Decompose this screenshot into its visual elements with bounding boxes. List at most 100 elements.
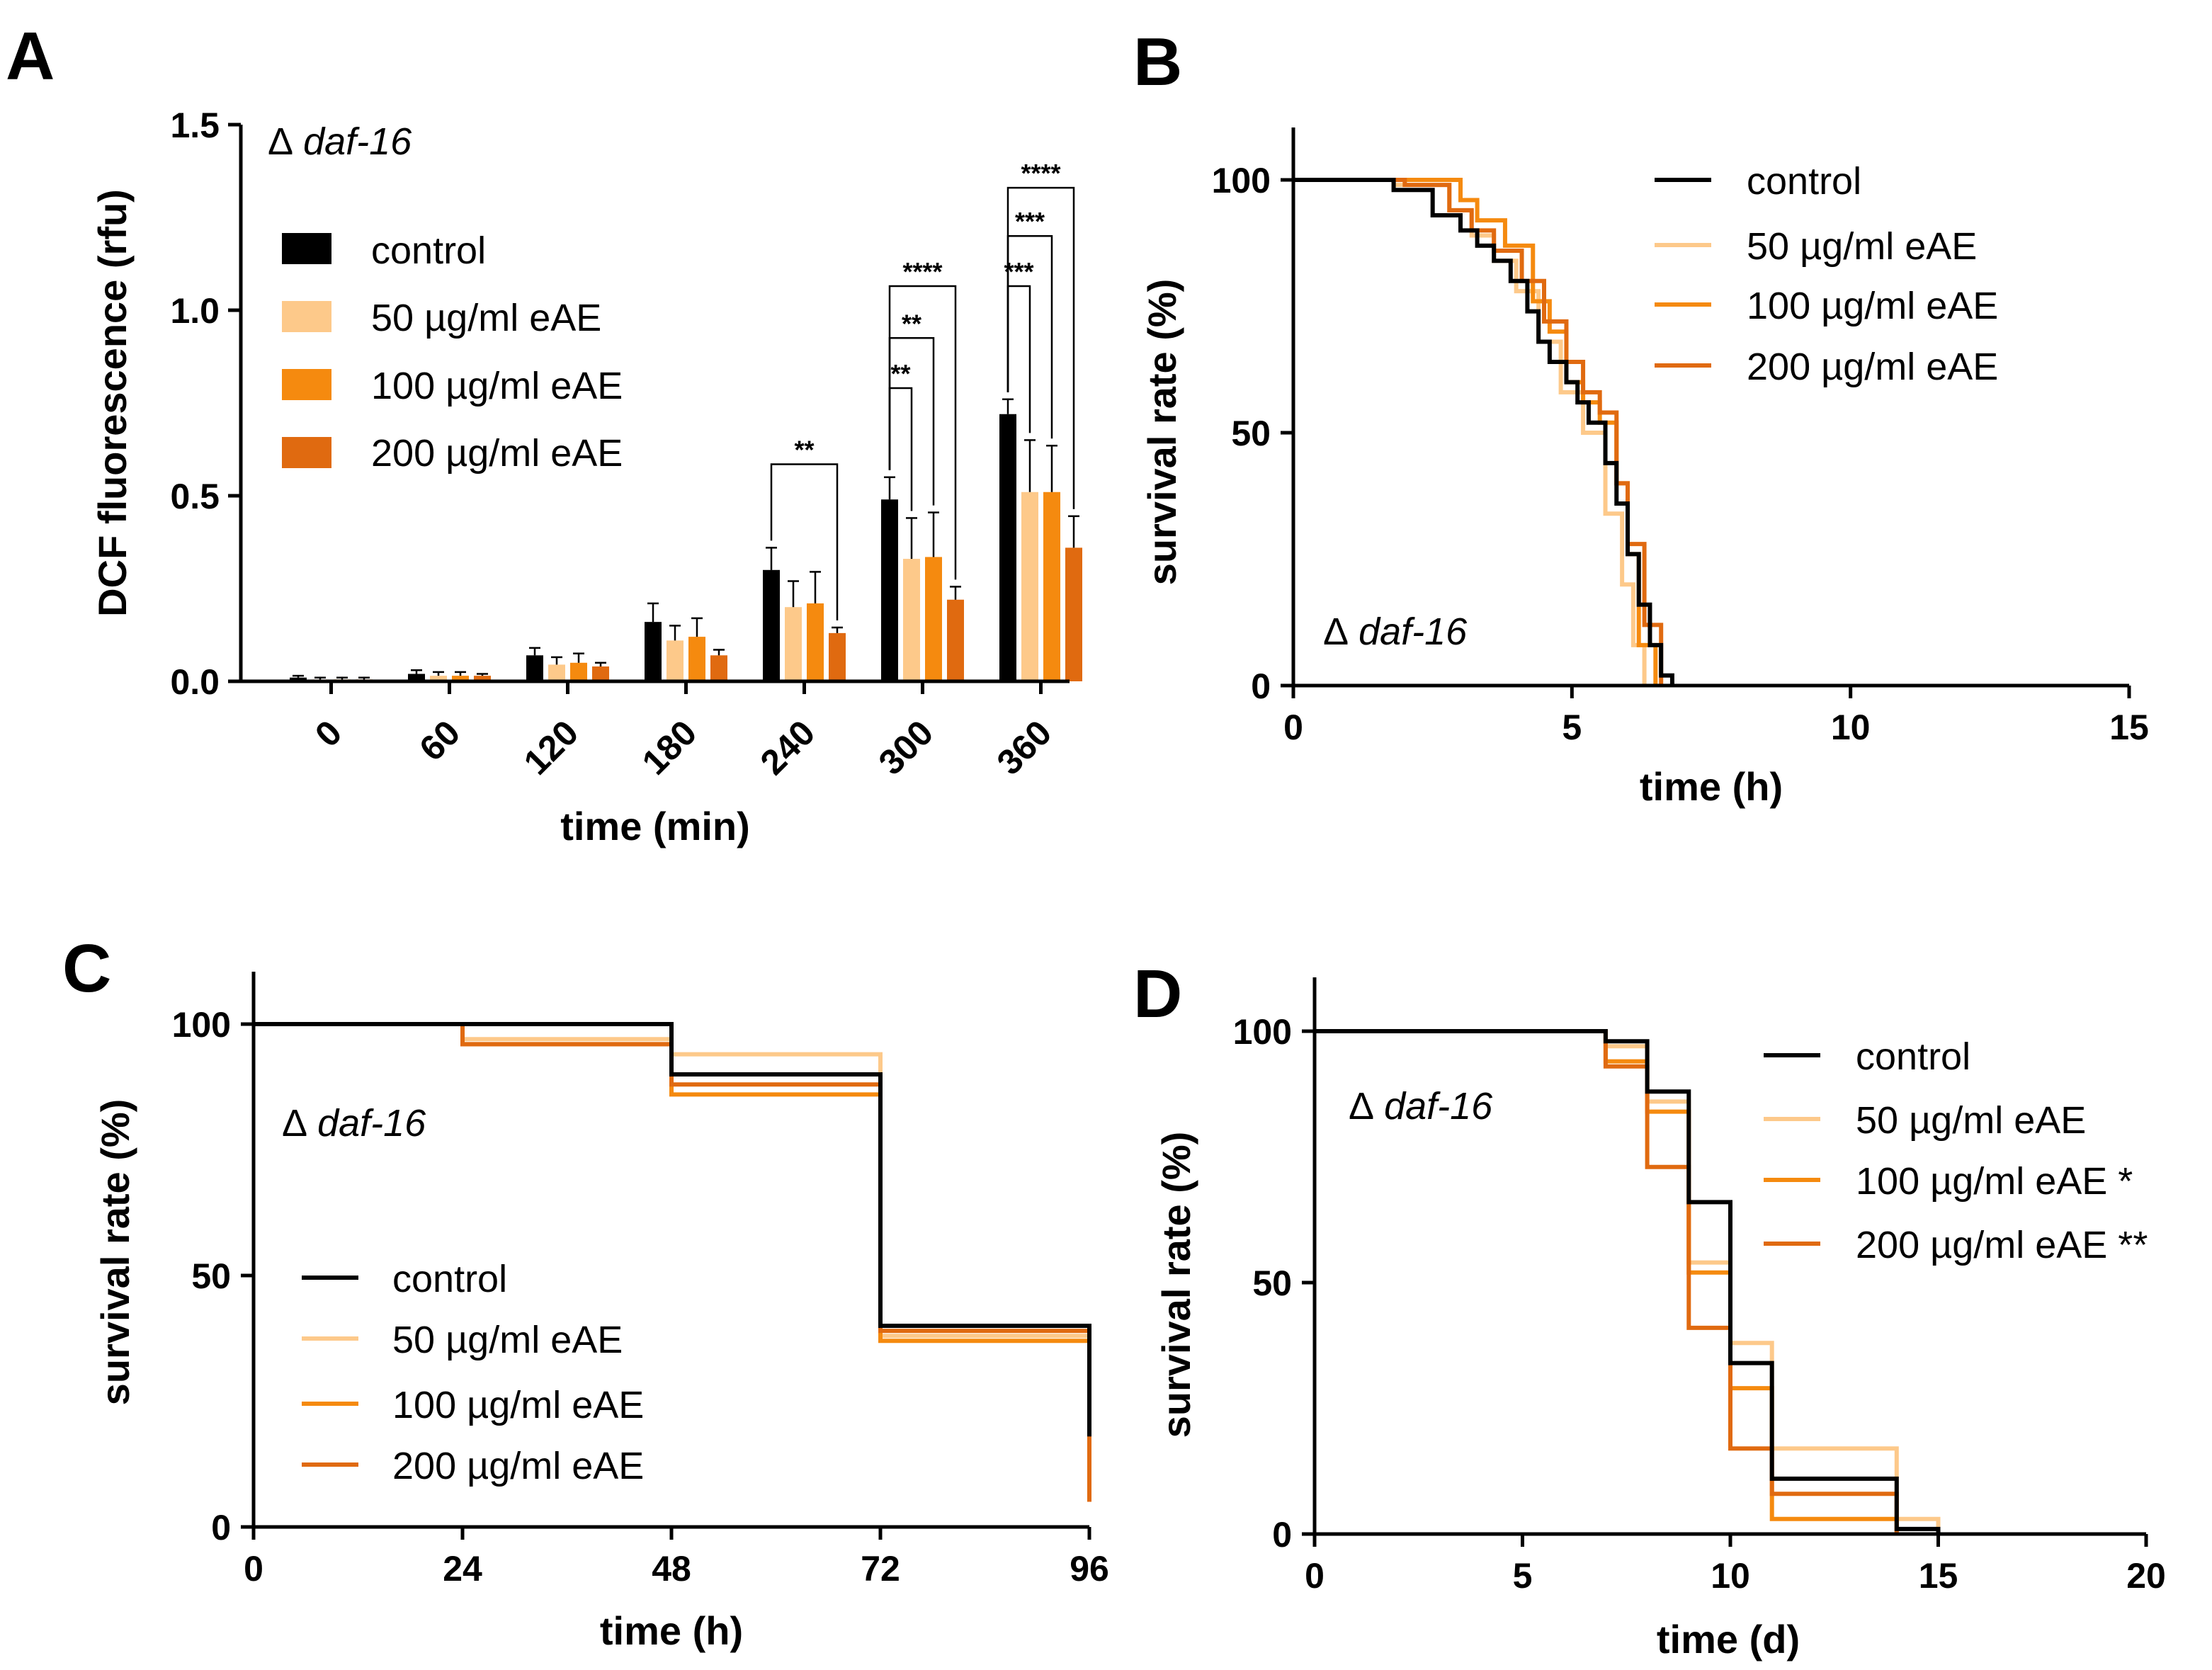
- y-tick-label: 0: [1272, 1515, 1292, 1555]
- legend-d-label-100: 100 µg/ml eAE *: [1856, 1160, 2133, 1203]
- significance-label: ****: [1021, 159, 1060, 188]
- significance-label: ***: [1004, 257, 1033, 286]
- legend-a-swatch-50: [282, 301, 331, 332]
- significance-bracket: [888, 285, 957, 580]
- significance-label: **: [794, 435, 814, 464]
- panel-c-x-title: time (h): [600, 1608, 743, 1653]
- legend-a-label-200: 200 µg/ml eAE: [371, 432, 623, 475]
- survival-line-c200: [254, 1022, 1091, 1502]
- y-tick-label: 50: [1252, 1263, 1292, 1303]
- x-tick-label: 0: [1305, 1556, 1325, 1596]
- legend-a-swatch-control: [282, 233, 331, 264]
- survival-line-control: [1315, 1029, 1941, 1534]
- legend-b-label-200: 200 µg/ml eAE: [1747, 346, 1998, 388]
- x-tick-label: 20: [2126, 1556, 2166, 1596]
- x-tick-label: 10: [1831, 708, 1871, 747]
- bar-control: [999, 414, 1016, 681]
- panel-d-legend: control 50 µg/ml eAE 100 µg/ml eAE * 200…: [1764, 1035, 2148, 1266]
- y-tick-label: 100: [172, 1005, 231, 1045]
- panel-a-y-title: DCF fluorescence (rfu): [90, 189, 135, 617]
- significance-bracket: [888, 387, 913, 511]
- bar-c200: [1065, 547, 1082, 681]
- y-tick-label: 0: [1251, 666, 1271, 706]
- panel-c-plot: 0 50 100 0 24 48 72 96: [172, 1005, 1109, 1589]
- legend-a-label-100: 100 µg/ml eAE: [371, 365, 623, 407]
- x-tick-label-a: 60: [412, 712, 467, 768]
- bar-c50: [903, 559, 920, 681]
- bar-c50: [1021, 492, 1038, 681]
- legend-a-swatch-200: [282, 437, 331, 468]
- bar-c200: [829, 632, 846, 681]
- x-tick-label-a: 0: [307, 712, 349, 754]
- y-tick-label-a: 0.0: [170, 662, 220, 702]
- significance-label: ****: [902, 257, 942, 286]
- y-tick-label: 50: [1231, 414, 1271, 453]
- bar-c100: [807, 603, 824, 681]
- panel-d-x-title: time (d): [1657, 1617, 1800, 1662]
- bar-c50: [667, 640, 684, 681]
- bar-c50: [785, 607, 802, 681]
- panel-a-x-title: time (min): [560, 804, 750, 848]
- panel-d-y-title: survival rate (%): [1154, 1132, 1198, 1438]
- x-tick-label: 24: [443, 1549, 482, 1589]
- survival-line-control: [254, 1022, 1091, 1437]
- panel-d-label: D: [1133, 956, 1182, 1032]
- y-tick-label: 100: [1233, 1012, 1292, 1052]
- panel-b-legend: control 50 µg/ml eAE 100 µg/ml eAE 200 µ…: [1655, 160, 1998, 388]
- legend-a-label-control: control: [371, 229, 486, 272]
- x-tick-label-a: 180: [635, 712, 705, 783]
- legend-d-label-200: 200 µg/ml eAE **: [1856, 1224, 2148, 1266]
- x-tick-label: 5: [1562, 708, 1582, 747]
- bar-control: [408, 674, 425, 681]
- legend-b-label-100: 100 µg/ml eAE: [1747, 285, 1998, 327]
- significance-bracket: [770, 463, 839, 621]
- x-tick-label: 15: [1919, 1556, 1958, 1596]
- legend-a-swatch-100: [282, 369, 331, 400]
- legend-d-label-control: control: [1856, 1035, 1970, 1078]
- bar-c200: [710, 655, 727, 681]
- x-tick-label: 0: [1283, 708, 1303, 747]
- panel-b-label: B: [1133, 24, 1182, 100]
- survival-line-c200: [1315, 1029, 1899, 1534]
- x-tick-label-a: 120: [516, 712, 586, 783]
- survival-line-c50: [1293, 178, 1647, 686]
- x-tick-label: 10: [1711, 1556, 1750, 1596]
- panel-a-legend: control 50 µg/ml eAE 100 µg/ml eAE 200 µ…: [282, 229, 623, 475]
- legend-d-label-50: 50 µg/ml eAE: [1856, 1099, 2086, 1142]
- significance-bracket: [1006, 285, 1031, 433]
- x-tick-label-a: 240: [753, 712, 823, 783]
- significance-bracket: [1006, 186, 1075, 509]
- panel-b-y-title: survival rate (%): [1140, 279, 1184, 586]
- bar-c100: [688, 637, 705, 681]
- significance-label: ***: [1015, 207, 1045, 236]
- panel-b-plot: 0 50 100 0 5 10 15: [1212, 161, 2149, 747]
- panel-a: A 0.00.51.01.50 60 120 180 240 300 360********…: [6, 18, 1082, 848]
- y-tick-label-a: 0.5: [170, 477, 220, 516]
- y-tick-label: 100: [1212, 161, 1271, 200]
- panel-a-label: A: [6, 18, 55, 94]
- bar-control: [290, 677, 307, 681]
- panel-b-x-title: time (h): [1640, 764, 1783, 809]
- x-tick-label: 15: [2109, 708, 2149, 747]
- x-tick-label: 0: [244, 1549, 263, 1589]
- bar-c200: [474, 676, 491, 681]
- bar-c200: [947, 599, 964, 681]
- legend-b-label-control: control: [1747, 160, 1861, 203]
- x-tick-label: 48: [652, 1549, 691, 1589]
- x-tick-label-a: 360: [989, 712, 1060, 783]
- legend-c-label-200: 200 µg/ml eAE: [392, 1445, 644, 1487]
- legend-c-label-50: 50 µg/ml eAE: [392, 1319, 623, 1361]
- bar-control: [526, 655, 543, 681]
- bar-c200: [592, 666, 609, 681]
- x-tick-label: 96: [1070, 1549, 1109, 1589]
- bar-c50: [548, 664, 565, 681]
- legend-c-label-control: control: [392, 1258, 507, 1300]
- y-tick-label-a: 1.5: [170, 106, 220, 145]
